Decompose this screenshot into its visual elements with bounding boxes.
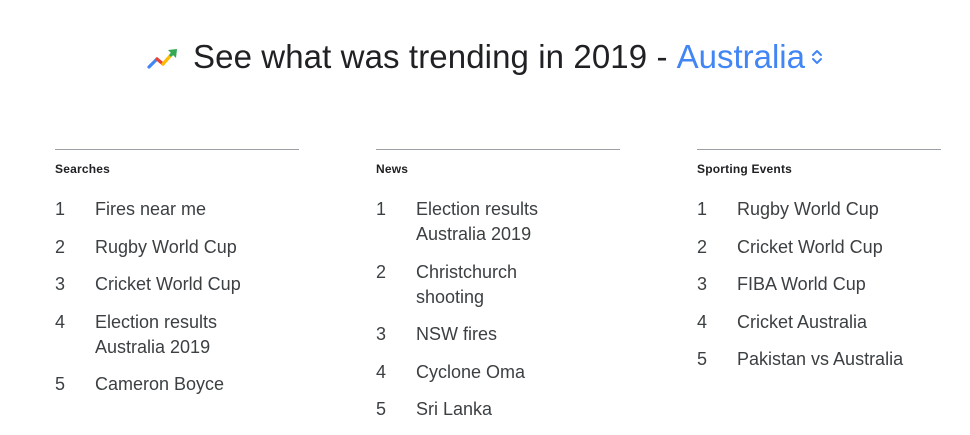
- list-item[interactable]: 1 Election results Australia 2019: [376, 197, 620, 247]
- sporting-events-column: Sporting Events 1 Rugby World Cup 2 Cric…: [697, 149, 941, 385]
- column-divider: [55, 149, 299, 150]
- column-title: Searches: [55, 162, 110, 176]
- list-item[interactable]: 3 FIBA World Cup: [697, 272, 941, 297]
- trend-label[interactable]: Cricket Australia: [737, 311, 868, 332]
- rank-number: 5: [376, 399, 387, 419]
- trend-label[interactable]: Election results Australia 2019: [95, 311, 218, 357]
- rank-number: 4: [697, 311, 708, 332]
- region-selector[interactable]: Australia: [677, 38, 823, 76]
- rank-number: 5: [55, 374, 66, 394]
- rank-number: 2: [376, 261, 387, 282]
- trend-label[interactable]: Cricket World Cup: [737, 236, 883, 257]
- region-label: Australia: [676, 38, 805, 75]
- trending-list: 1 Rugby World Cup 2 Cricket World Cup 3 …: [697, 197, 941, 372]
- list-item[interactable]: 2 Christchurch shooting: [376, 260, 620, 310]
- rank-number: 5: [697, 349, 708, 369]
- column-divider: [697, 149, 941, 150]
- rank-number: 3: [697, 274, 708, 294]
- trend-label[interactable]: Election results Australia 2019: [416, 199, 539, 244]
- list-item[interactable]: 3 NSW fires: [376, 322, 620, 347]
- trending-list: 1 Fires near me 2 Rugby World Cup 3 Cric…: [55, 197, 299, 397]
- trend-label[interactable]: Christchurch shooting: [416, 261, 518, 307]
- list-item[interactable]: 5 Pakistan vs Australia: [697, 347, 941, 372]
- list-item[interactable]: 4 Election results Australia 2019: [55, 310, 299, 360]
- list-item[interactable]: 1 Fires near me: [55, 197, 299, 222]
- trend-label[interactable]: Cricket World Cup: [95, 274, 241, 294]
- column-divider: [376, 149, 620, 150]
- trend-label[interactable]: Pakistan vs Australia: [737, 349, 904, 369]
- news-column: News 1 Election results Australia 2019 2…: [376, 149, 620, 435]
- page-title: See what was trending in 2019 -: [193, 38, 668, 75]
- trending-up-icon: [147, 49, 178, 69]
- rank-number: 1: [55, 199, 66, 219]
- trend-label[interactable]: Rugby World Cup: [95, 236, 237, 257]
- list-item[interactable]: 2 Cricket World Cup: [697, 235, 941, 260]
- list-item[interactable]: 5 Sri Lanka: [376, 397, 620, 422]
- rank-number: 2: [697, 236, 708, 257]
- trending-list: 1 Election results Australia 2019 2 Chri…: [376, 197, 620, 422]
- list-item[interactable]: 5 Cameron Boyce: [55, 372, 299, 397]
- trend-label[interactable]: Sri Lanka: [416, 399, 493, 419]
- list-item[interactable]: 3 Cricket World Cup: [55, 272, 299, 297]
- rank-number: 4: [55, 311, 66, 332]
- list-item[interactable]: 2 Rugby World Cup: [55, 235, 299, 260]
- trend-label[interactable]: NSW fires: [416, 324, 497, 344]
- list-item[interactable]: 4 Cyclone Oma: [376, 360, 620, 385]
- rank-number: 2: [55, 236, 66, 257]
- rank-number: 1: [697, 199, 708, 219]
- searches-column: Searches 1 Fires near me 2 Rugby World C…: [55, 149, 299, 410]
- page-header: See what was trending in 2019 - Australi…: [0, 32, 970, 82]
- trend-label[interactable]: Cyclone Oma: [416, 361, 526, 382]
- list-item[interactable]: 4 Cricket Australia: [697, 310, 941, 335]
- rank-number: 3: [376, 324, 387, 344]
- column-title: Sporting Events: [697, 162, 793, 176]
- list-item[interactable]: 1 Rugby World Cup: [697, 197, 941, 222]
- rank-number: 1: [376, 199, 387, 219]
- rank-number: 3: [55, 274, 66, 294]
- trend-label[interactable]: Fires near me: [95, 199, 207, 219]
- rank-number: 4: [376, 361, 387, 382]
- trend-label[interactable]: FIBA World Cup: [737, 274, 866, 294]
- trend-label[interactable]: Cameron Boyce: [95, 374, 225, 394]
- trend-label[interactable]: Rugby World Cup: [737, 199, 879, 219]
- column-title: News: [376, 162, 409, 176]
- chevron-up-down-icon: [811, 50, 822, 64]
